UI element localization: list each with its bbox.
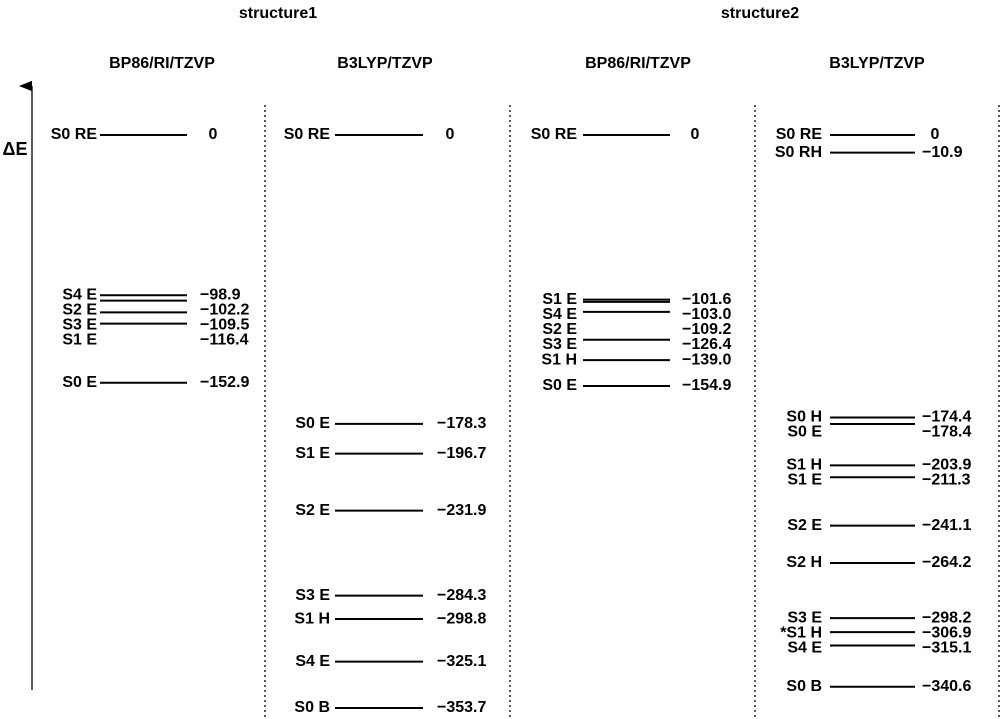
level-value: −211.3 — [922, 472, 971, 489]
level-label: S1 E — [787, 472, 822, 489]
level-label: S0 E — [295, 415, 330, 432]
level-value: −298.8 — [437, 610, 486, 627]
level-label: S3 E — [295, 587, 330, 604]
level-value: −101.6 — [682, 291, 731, 308]
method-title: B3LYP/TZVP — [337, 55, 433, 72]
level-value: 0 — [446, 126, 455, 143]
level-label: S0 RE — [51, 126, 98, 143]
level-label: S0 E — [62, 374, 97, 391]
level-value: −152.9 — [200, 374, 249, 391]
level-label: S2 H — [786, 554, 822, 571]
level-value: −241.1 — [922, 517, 971, 534]
level-label: S0 RE — [531, 126, 578, 143]
level-label: S2 E — [787, 517, 822, 534]
level-value: −284.3 — [437, 587, 486, 604]
level-label: S1 E — [542, 291, 577, 308]
level-value: −264.2 — [922, 554, 971, 571]
method-title: BP86/RI/TZVP — [109, 55, 215, 72]
level-label: S1 H — [294, 610, 330, 627]
level-value: −231.9 — [437, 502, 486, 519]
level-label: S2 E — [295, 502, 330, 519]
level-value: −139.0 — [682, 351, 731, 368]
level-value: −174.4 — [922, 409, 971, 426]
level-value: −325.1 — [437, 653, 486, 670]
level-label: S4 E — [787, 639, 822, 656]
level-label: S0 H — [786, 409, 822, 426]
level-label: *S1 H — [780, 624, 822, 641]
level-label: S0 B — [786, 678, 822, 695]
method-title: BP86/RI/TZVP — [585, 55, 691, 72]
level-label: S0 RE — [284, 126, 331, 143]
level-label: S1 H — [786, 457, 822, 474]
level-value: −103.0 — [682, 306, 731, 323]
level-label: S3 E — [787, 609, 822, 626]
level-value: −178.3 — [437, 415, 486, 432]
level-label: S0 B — [294, 699, 330, 716]
level-value: −203.9 — [922, 457, 971, 474]
level-value: 0 — [209, 126, 218, 143]
level-value: −109.2 — [682, 321, 731, 338]
level-value: −315.1 — [922, 639, 971, 656]
level-label: S0 RH — [775, 144, 822, 161]
axis-label: ΔE — [3, 139, 28, 159]
level-label: S4 E — [542, 306, 577, 323]
level-value: 0 — [931, 126, 940, 143]
level-label: S0 E — [542, 377, 577, 394]
level-label: S1 E — [62, 331, 97, 348]
level-value: −102.2 — [200, 301, 249, 318]
level-value: 0 — [691, 126, 700, 143]
level-label: S3 E — [542, 336, 577, 353]
level-label: S2 E — [62, 301, 97, 318]
level-label: S1 H — [541, 351, 577, 368]
level-value: −178.4 — [922, 424, 971, 441]
level-label: S4 E — [295, 653, 330, 670]
method-title: B3LYP/TZVP — [829, 55, 925, 72]
structure-title: structure1 — [239, 5, 317, 22]
level-label: S2 E — [542, 321, 577, 338]
level-label: S0 RE — [776, 126, 823, 143]
level-label: S0 E — [787, 424, 822, 441]
level-value: −10.9 — [922, 144, 963, 161]
level-value: −126.4 — [682, 336, 731, 353]
level-value: −109.5 — [200, 316, 249, 333]
structure-title: structure2 — [721, 5, 799, 22]
level-label: S4 E — [62, 286, 97, 303]
level-value: −340.6 — [922, 678, 971, 695]
level-value: −196.7 — [437, 445, 486, 462]
level-value: −116.4 — [200, 331, 249, 348]
level-value: −98.9 — [200, 286, 241, 303]
level-label: S3 E — [62, 316, 97, 333]
level-value: −353.7 — [437, 699, 486, 716]
level-value: −306.9 — [922, 624, 971, 641]
level-value: −154.9 — [682, 377, 731, 394]
level-label: S1 E — [295, 445, 330, 462]
level-value: −298.2 — [922, 609, 971, 626]
